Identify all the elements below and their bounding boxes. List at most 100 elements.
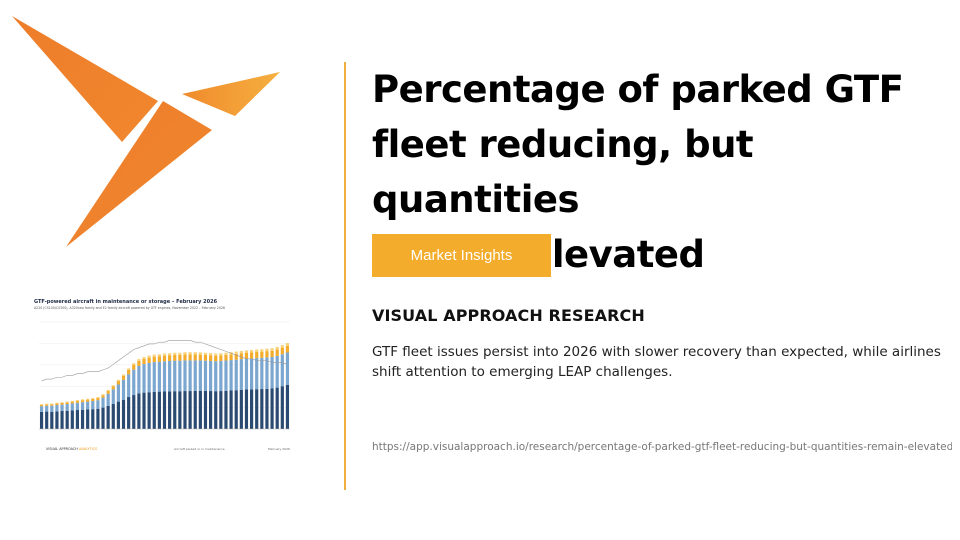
chart-bar-segment <box>65 402 69 405</box>
chart-bar-segment <box>224 352 228 355</box>
chart-bar-segment <box>270 348 274 351</box>
chart-bar-segment <box>285 345 290 353</box>
chart-bar-segment <box>50 405 54 412</box>
chart-bar-segment <box>183 354 187 361</box>
chart-bar-segment <box>219 391 223 429</box>
chart-bar-segment <box>75 402 80 411</box>
chart-bar-segment <box>39 406 44 412</box>
chart-series-line <box>41 339 288 382</box>
chart-bar-segment <box>260 351 264 358</box>
market-insights-button[interactable]: Market Insights <box>372 234 551 277</box>
chart-bar-segment <box>60 402 64 405</box>
chart-bar-segment <box>142 392 146 429</box>
chart-bar-segment <box>70 410 74 429</box>
chart-bar-segment <box>121 375 126 380</box>
chart-bar-segment <box>106 393 110 406</box>
chart-bar-segment <box>193 354 197 361</box>
chart-bar-segment <box>198 360 202 391</box>
chart-bar-segment <box>214 355 218 362</box>
chart-bar-segment <box>224 354 228 361</box>
chart-bar-segment <box>265 357 269 389</box>
chart-bar-segment <box>142 358 146 365</box>
chart-bar-segment <box>157 391 161 429</box>
chart-bar-segment <box>244 358 249 390</box>
chart-bar-segment <box>111 386 115 390</box>
chart-bar-segment <box>86 401 90 410</box>
chart-bar-segment <box>255 358 259 390</box>
chart-bar-segment <box>249 349 254 353</box>
chart-bar-segment <box>45 403 49 405</box>
chart-bar-segment <box>45 405 49 412</box>
chart-bar-segment <box>280 347 284 355</box>
thumbnail-footer-note: Aircraft parked or in maintenance <box>174 447 225 451</box>
chart-bar-segment <box>203 360 208 391</box>
chart-bar-segment <box>209 355 213 361</box>
chart-bar-segment <box>147 355 151 358</box>
chart-bar-segment <box>260 357 264 390</box>
chart-bar-segment <box>214 361 218 392</box>
chart-bar-segment <box>127 369 131 375</box>
chart-bar-segment <box>275 349 279 356</box>
chart-bar-segment <box>39 411 44 429</box>
chart-bar-segment <box>178 391 182 429</box>
chart-bar-segment <box>147 392 151 429</box>
chart-bar-segment <box>127 374 131 398</box>
chart-bar-segment <box>162 353 167 356</box>
chart-bar-segment <box>162 391 167 429</box>
chart-bar-segment <box>183 360 187 392</box>
chart-bar-segment <box>111 389 115 404</box>
chart-bar-segment <box>152 356 156 363</box>
logo-wing-lower <box>66 101 212 247</box>
chart-bar-segment <box>168 360 172 392</box>
chart-bar-segment <box>70 400 74 402</box>
chart-bar-segment <box>60 402 64 403</box>
chart-thumbnail[interactable]: GTF-powered aircraft in maintenance or s… <box>32 296 302 456</box>
chart-bar-segment <box>239 389 243 429</box>
chart-bar-segment <box>116 379 120 382</box>
chart-bar-segment <box>132 369 136 396</box>
chart-bar-segment <box>96 408 100 429</box>
chart-bar-segment <box>55 402 59 404</box>
chart-bar-segment <box>101 395 105 398</box>
chart-bar-segment <box>188 391 192 429</box>
chart-bar-segment <box>121 399 126 429</box>
thumbnail-title: GTF-powered aircraft in maintenance or s… <box>34 299 218 305</box>
chart-bar-segment <box>50 411 54 429</box>
chart-bar-segment <box>209 353 213 356</box>
chart-bar-segment <box>157 354 161 357</box>
chart-bar-segment <box>193 352 197 355</box>
chart-bar-segment <box>219 353 223 356</box>
chart-bar-segment <box>60 411 64 429</box>
chart-bar-segment <box>265 351 269 358</box>
chart-bar-segment <box>188 360 192 392</box>
chart-bar-segment <box>275 387 279 429</box>
chart-bar-segment <box>280 354 284 387</box>
chart-bar-segment <box>229 354 233 361</box>
chart-bar-segment <box>60 404 64 412</box>
chart-bar-segment <box>168 353 172 356</box>
chart-bar-segment <box>270 388 274 429</box>
article-url-link[interactable]: https://app.visualapproach.io/research/p… <box>372 441 952 453</box>
chart-bar-segment <box>80 399 85 401</box>
chart-bar-segment <box>203 352 208 355</box>
chart-bar-segment <box>260 389 264 429</box>
chart-bar-segment <box>152 362 156 392</box>
chart-bar-segment <box>209 391 213 429</box>
chart-bar-segment <box>101 394 105 396</box>
chart-bar-segment <box>152 354 156 357</box>
chart-bar-segment <box>260 349 264 352</box>
chart-bar-segment <box>249 352 254 359</box>
chart-bar-segment <box>255 349 259 352</box>
chart-bar-segment <box>285 352 290 385</box>
chart-bar-segment <box>234 351 238 354</box>
headline-line-2: fleet reducing, but quantities <box>372 123 754 221</box>
chart-bar-segment <box>244 352 249 359</box>
chart-bar-segment <box>162 361 167 392</box>
chart-bar-segment <box>50 404 54 406</box>
chart-bar-segment <box>214 353 218 356</box>
chart-bar-segment <box>234 390 238 429</box>
chart-bar-segment <box>229 360 233 391</box>
chart-bar-segment <box>142 364 146 393</box>
chart-bar-segment <box>157 361 161 392</box>
chart-bar-segment <box>116 381 120 385</box>
